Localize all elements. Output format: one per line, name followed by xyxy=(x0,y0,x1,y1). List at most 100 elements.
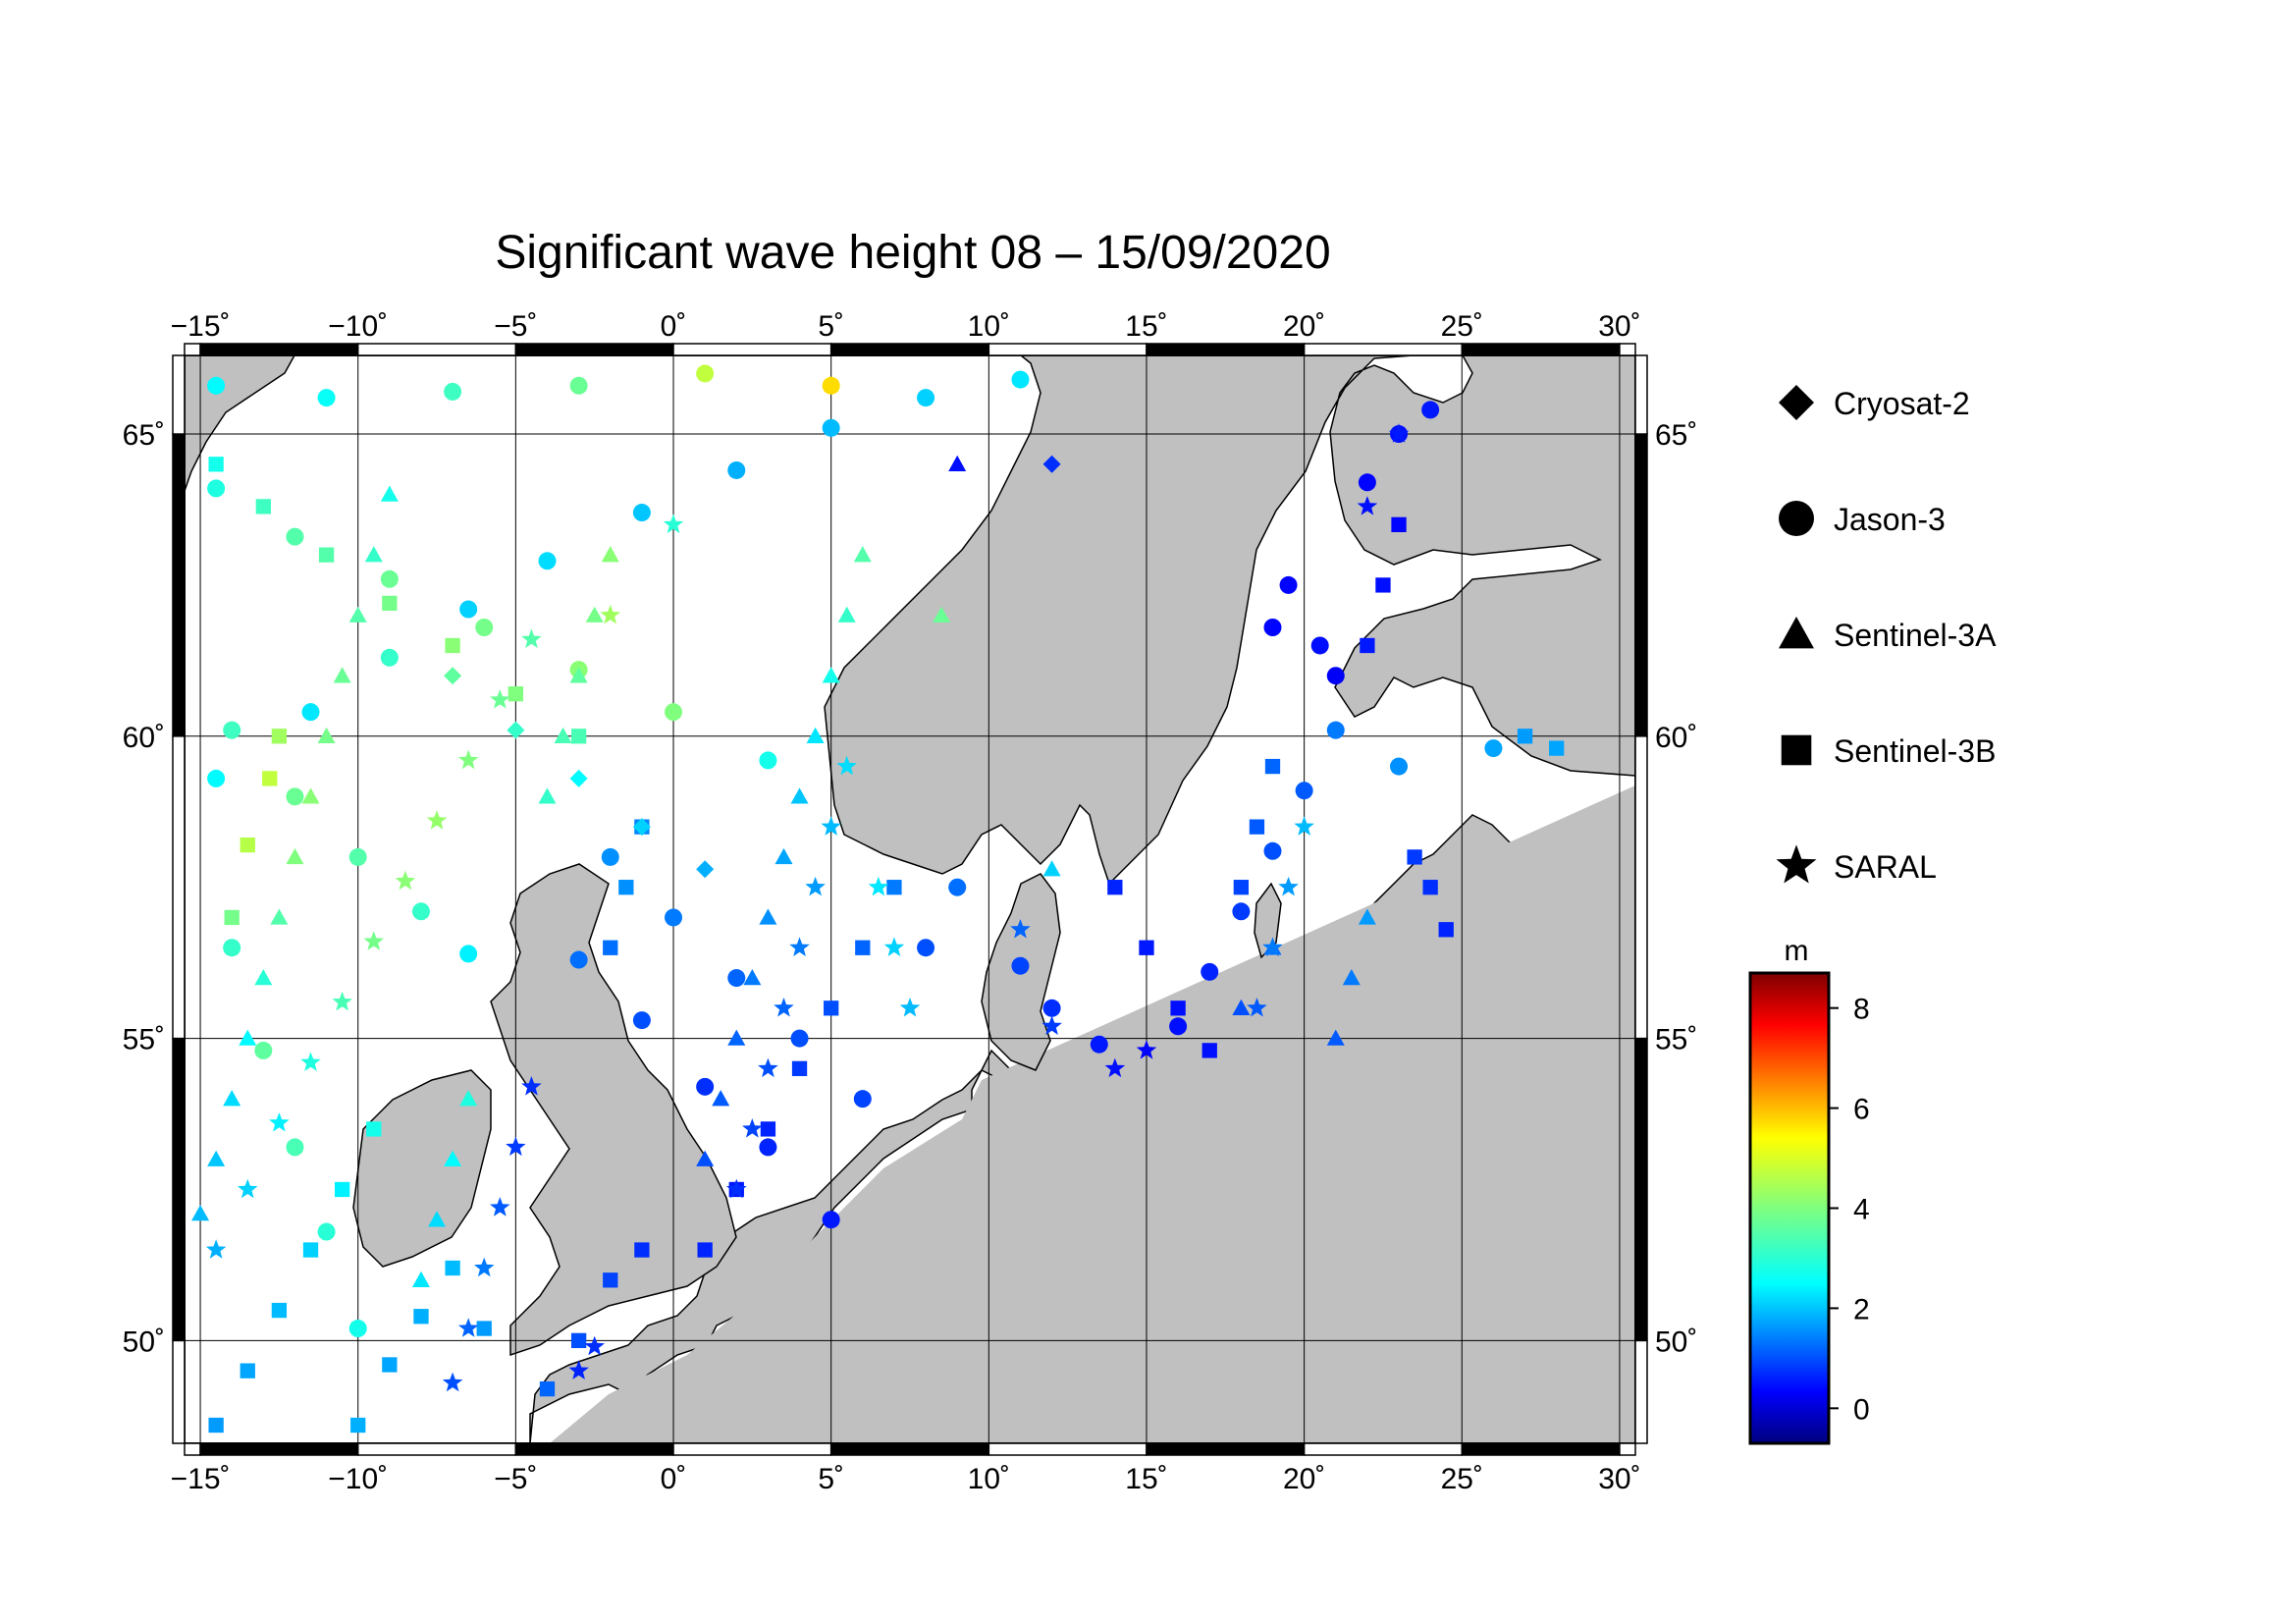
data-point xyxy=(1358,473,1376,492)
data-point xyxy=(238,1178,258,1199)
data-point xyxy=(335,1181,350,1198)
colorbar-tick-label: 4 xyxy=(1853,1194,1870,1226)
lon-tick-label-bottom: 20˚ xyxy=(1283,1463,1325,1495)
lon-tick-label-top: −10˚ xyxy=(328,310,388,343)
data-point xyxy=(191,1205,210,1221)
data-point xyxy=(853,1090,872,1109)
frame-bottom-segment xyxy=(1619,1442,1636,1456)
lon-tick-label-bottom: 30˚ xyxy=(1598,1463,1640,1495)
lat-tick-label-right: 60˚ xyxy=(1655,722,1697,754)
figure-title: Significant wave height 08 – 15/09/2020 xyxy=(495,227,1330,279)
triangle-icon xyxy=(1779,617,1814,649)
data-point xyxy=(1041,1015,1062,1035)
lat-tick-label-left: 65˚ xyxy=(123,419,165,452)
data-point xyxy=(286,1138,304,1157)
data-point xyxy=(1263,619,1282,636)
lon-tick-label-bottom: −5˚ xyxy=(494,1463,537,1495)
data-point xyxy=(539,1380,556,1397)
data-point xyxy=(444,1150,462,1166)
lat-tick-label-left: 60˚ xyxy=(123,722,165,754)
data-point xyxy=(569,950,588,969)
data-point xyxy=(1263,841,1282,860)
series-jason-3 xyxy=(207,364,1503,1338)
data-point xyxy=(333,667,351,683)
map-tick-labels: −15˚ −15˚ −10˚ −10˚ −5˚ −5˚ 0˚ 0˚ 5˚ 5˚ 10˚ 10˚ 15˚ 1… xyxy=(123,310,1698,1495)
data-point xyxy=(1326,667,1345,685)
lon-tick-label-bottom: 25˚ xyxy=(1441,1463,1483,1495)
lon-tick-label-top: 0˚ xyxy=(661,310,687,343)
data-point xyxy=(1517,729,1533,744)
legend-item: Sentinel-3A xyxy=(1779,617,1997,653)
data-point xyxy=(426,810,448,830)
data-point xyxy=(205,1239,227,1259)
lon-tick-label-bottom: 0˚ xyxy=(661,1463,687,1495)
legend-label: Jason-3 xyxy=(1834,502,1946,537)
frame-bottom-segment xyxy=(514,1442,674,1456)
data-point xyxy=(1484,739,1503,758)
data-point xyxy=(254,1041,273,1059)
data-point xyxy=(317,389,336,407)
data-point xyxy=(1169,1017,1188,1036)
lon-tick-label-top: 25˚ xyxy=(1441,310,1483,343)
data-point xyxy=(569,376,588,395)
legend-item: Cryosat-2 xyxy=(1779,385,1970,421)
data-point xyxy=(507,686,524,702)
data-point xyxy=(603,1272,618,1288)
data-point xyxy=(727,1029,746,1046)
data-point xyxy=(632,504,651,522)
square-icon xyxy=(1781,734,1812,766)
frame-top-segment xyxy=(199,343,359,356)
data-point xyxy=(476,1321,492,1336)
ireland-land xyxy=(352,1069,492,1268)
map-panel: −15˚ −15˚ −10˚ −10˚ −5˚ −5˚ 0˚ 0˚ 5˚ 5˚ 10˚ 10˚ 15˚ 1… xyxy=(123,310,1698,1495)
frame-top-segment xyxy=(829,343,990,356)
data-point xyxy=(1360,637,1375,654)
data-point xyxy=(1247,998,1267,1017)
data-point xyxy=(223,939,241,957)
colorbar-tick-label: 0 xyxy=(1853,1393,1870,1426)
data-point xyxy=(790,1029,809,1048)
data-point xyxy=(917,389,935,407)
data-point xyxy=(444,382,462,401)
data-point xyxy=(868,876,889,896)
data-point xyxy=(1421,401,1440,419)
data-point xyxy=(348,606,367,622)
data-point xyxy=(1438,922,1454,938)
frame-left-segment xyxy=(172,735,186,1040)
diamond-icon xyxy=(1779,385,1814,420)
data-point xyxy=(490,1197,510,1217)
lat-tick-label-right: 50˚ xyxy=(1655,1325,1697,1358)
data-point xyxy=(1104,1057,1126,1078)
data-point xyxy=(270,908,289,925)
data-point xyxy=(538,552,557,570)
data-point xyxy=(1042,999,1061,1017)
data-point xyxy=(1279,575,1298,594)
frame-left-segment xyxy=(172,354,186,435)
data-point xyxy=(445,1260,460,1276)
data-point xyxy=(554,727,572,743)
frame-right-segment xyxy=(1634,1339,1648,1444)
data-point xyxy=(317,727,336,743)
frame-bottom-segment xyxy=(356,1442,517,1456)
data-point xyxy=(618,880,634,895)
data-point xyxy=(1232,999,1251,1015)
data-point xyxy=(207,376,226,395)
data-point xyxy=(1358,908,1376,925)
data-point xyxy=(521,1076,542,1096)
data-point xyxy=(1201,1043,1217,1058)
colorbar-tick-label: 8 xyxy=(1853,994,1870,1026)
colorbar-tick-label: 6 xyxy=(1853,1094,1870,1126)
frame-right-segment xyxy=(1634,433,1648,737)
data-point xyxy=(1326,721,1345,739)
data-point xyxy=(759,1138,777,1157)
data-point xyxy=(459,600,478,619)
series-cryosat-2 xyxy=(444,455,1061,879)
data-point xyxy=(457,1318,479,1337)
legend-label: Cryosat-2 xyxy=(1834,386,1970,421)
data-point xyxy=(348,847,367,866)
data-point xyxy=(474,1257,495,1277)
colorbar: m 0 2 4 6 8 xyxy=(1748,935,1870,1445)
frame-top-segment xyxy=(1461,343,1621,356)
data-point xyxy=(790,787,809,804)
data-point xyxy=(380,648,399,667)
